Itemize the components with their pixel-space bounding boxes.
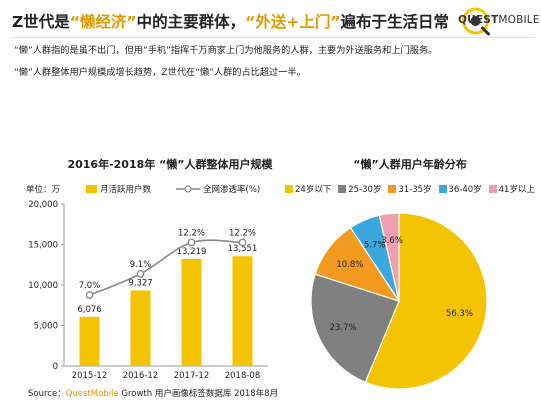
pie-slice-label: 10.8% <box>336 260 363 270</box>
pie-legend-item: 36-40岁 <box>438 183 482 195</box>
pie-chart-title: “懒”人群用户年龄分布 <box>353 158 467 171</box>
pie-slice-24岁以下 <box>364 212 488 390</box>
pie-legend: 24岁以下 25-30岁 31-35岁 36-40岁 41岁以上 <box>285 183 535 195</box>
legend-swatch-bar <box>86 185 97 193</box>
brand-name: QUESTMOBILE <box>458 14 540 26</box>
penetration-value-label: 12.2% <box>229 228 256 238</box>
title-highlight-delivery: “外送+上门” <box>245 13 341 31</box>
bar-value-label: 13,219 <box>177 247 207 257</box>
pie-slice-label: 23.7% <box>330 323 357 333</box>
bullet-text-2: “懒”人群整体用户规模成增长趋势，Z世代在“懒”人群的占比超过一半。 <box>14 67 306 78</box>
pie-legend-label: 36-40岁 <box>448 185 482 195</box>
penetration-point <box>187 238 196 247</box>
bullet-text-1: “懒”人群指的是虽不出门，但用“手机”指挥千万商家上门为他服务的人群，主要为外送… <box>14 45 438 56</box>
title-highlight-lazy-economy: “懒经济” <box>69 13 137 31</box>
pie-legend-label: 41岁以上 <box>498 185 535 195</box>
pie-legend-swatch <box>388 185 397 193</box>
pie-legend-swatch <box>488 185 497 193</box>
bar-2015-12 <box>79 316 100 366</box>
bar-value-label: 9,327 <box>128 278 152 288</box>
penetration-value-label: 9.1% <box>130 260 152 270</box>
pie-legend-item: 25-30岁 <box>338 183 381 195</box>
x-tick-label: 2015-12 <box>72 371 108 381</box>
pie-slice-label: 56.3% <box>446 309 473 319</box>
legend-item-penetration: 全网渗透率(%) <box>176 183 260 195</box>
questmobile-logo <box>462 7 490 36</box>
legend-swatch-line <box>176 185 200 193</box>
pie-slice-25-30岁 <box>310 273 400 384</box>
header-divider <box>10 37 535 38</box>
bar-2018-08 <box>232 256 253 366</box>
pie-legend-swatch <box>438 185 447 193</box>
penetration-value-label: 7.0% <box>79 281 101 291</box>
pie-legend-item: 24岁以下 <box>285 183 331 195</box>
pie-slice-label: 3.6% <box>381 236 403 246</box>
bar-2017-12 <box>181 258 202 366</box>
pie-legend-item: 31-35岁 <box>388 183 432 195</box>
pie-slice-label: 5.7% <box>364 240 386 250</box>
bar-2016-12 <box>130 290 151 366</box>
y-tick-label: 20,000 <box>28 200 58 210</box>
page-title: Z世代是“懒经济”中的主要群体，“外送+上门”遍布于生活日常 <box>12 13 450 31</box>
unit-label: 单位：万 <box>26 185 61 195</box>
bar-value-label: 13,551 <box>228 244 258 254</box>
pie-legend-item: 41岁以上 <box>488 183 535 195</box>
pie-legend-swatch <box>338 185 347 193</box>
legend-item-mau: 月活跃用户数 <box>86 183 151 195</box>
source-footer: Source：QuestMobile Growth 用户画像标签数据库 2018… <box>28 389 279 399</box>
legend-label-mau: 月活跃用户数 <box>100 185 152 195</box>
pie-slice-41岁以上 <box>378 212 400 302</box>
penetration-point <box>136 270 145 278</box>
y-tick-label: 5,000 <box>34 322 58 332</box>
pie-legend-label: 31-35岁 <box>398 185 432 195</box>
y-tick-label: 0 <box>53 362 58 372</box>
pie-legend-swatch <box>285 185 293 193</box>
y-tick-label: 10,000 <box>28 281 58 291</box>
legend-label-penetration: 全网渗透率(%) <box>203 185 261 195</box>
bar-chart-title: 2016年-2018年 “懒”人群整体用户规模 <box>67 158 273 171</box>
x-tick-label: 2016-12 <box>123 371 159 381</box>
x-tick-label: 2017-12 <box>174 371 210 381</box>
pie-legend-label: 25-30岁 <box>348 185 382 195</box>
bar-value-label: 6,076 <box>77 305 101 315</box>
penetration-point <box>85 291 94 299</box>
penetration-point <box>238 238 247 247</box>
penetration-line <box>89 239 243 296</box>
x-tick-label: 2018-08 <box>225 371 261 381</box>
y-tick-label: 15,000 <box>28 241 58 251</box>
penetration-value-label: 12.2% <box>178 228 205 238</box>
pie-legend-label: 24岁以下 <box>295 185 332 195</box>
